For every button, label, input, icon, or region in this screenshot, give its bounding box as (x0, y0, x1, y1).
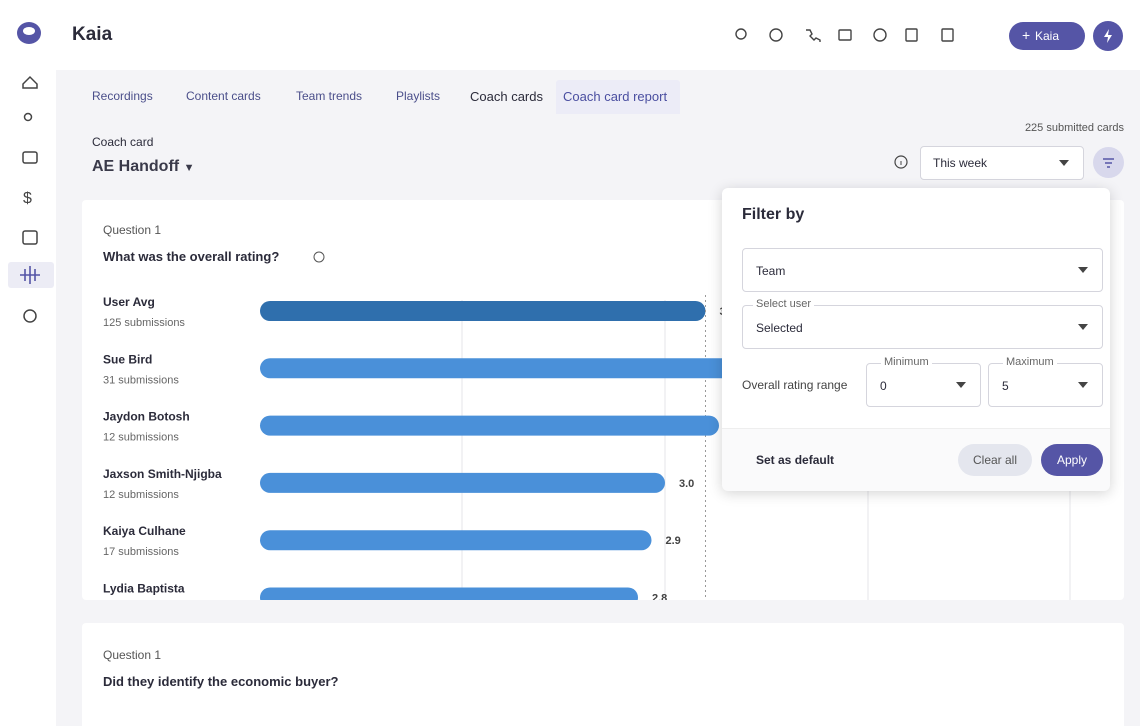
tab[interactable]: Playlists (396, 89, 441, 103)
card-name: AE Handoff (92, 158, 180, 175)
calendar-icon[interactable] (905, 28, 918, 42)
tab[interactable]: Recordings (92, 89, 153, 103)
tab[interactable]: Content cards (186, 89, 261, 103)
apply-button[interactable]: Apply (1041, 444, 1103, 476)
team-select[interactable]: Team (742, 248, 1103, 292)
info-icon[interactable] (313, 251, 325, 263)
period-value: This week (933, 156, 988, 170)
min-value: 0 (880, 379, 887, 393)
question-title: Did they identify the economic buyer? (103, 674, 339, 689)
row-sublabel: 12 submissions (103, 432, 179, 444)
row-label: Jaydon Botosh (103, 410, 190, 424)
row-label: Jaxson Smith-Njigba (103, 467, 222, 481)
home-icon[interactable] (22, 75, 38, 89)
new-button[interactable] (1009, 22, 1085, 50)
dollar-icon[interactable]: $ (23, 190, 32, 207)
row-label: Lydia Baptista (103, 582, 185, 596)
user-select[interactable]: Select user Selected (742, 298, 1103, 349)
plus: + (1022, 27, 1030, 43)
question-label: Question 1 (103, 223, 161, 237)
sidebar-icons: $ (8, 22, 54, 323)
row-label: Sue Bird (103, 352, 152, 366)
card-label: Coach card (92, 135, 154, 149)
row-label: Kaiya Culhane (103, 524, 186, 538)
people-icon[interactable] (23, 112, 33, 122)
row-sublabel: 31 submissions (103, 374, 179, 386)
user-legend: Select user (753, 298, 815, 310)
chart: Question 1 What was the overall rating? … (103, 223, 1071, 601)
bar (260, 415, 719, 436)
question-label: Question 1 (103, 648, 162, 662)
value-label: 2.9 (666, 535, 681, 547)
period-select[interactable]: This week (920, 146, 1084, 180)
search-icon[interactable] (735, 28, 747, 40)
max-legend: Maximum (1003, 356, 1057, 368)
bar (260, 301, 706, 321)
box-icon[interactable] (22, 151, 38, 164)
min-select[interactable]: Minimum 0 (866, 356, 981, 407)
bar (260, 587, 638, 600)
waves-icon (20, 266, 40, 284)
filter-title: Filter by (742, 206, 805, 223)
toolbar: + Kaia (735, 21, 1123, 51)
settings-icon[interactable] (23, 309, 37, 323)
chat-icon[interactable] (873, 28, 887, 42)
app-title: Kaia (72, 24, 113, 45)
max-value: 5 (1002, 379, 1009, 393)
tab[interactable]: Team trends (296, 89, 363, 103)
team-label: Team (756, 264, 786, 278)
info-icon[interactable] (892, 153, 910, 171)
phone-icon[interactable] (806, 29, 821, 42)
filter-button[interactable] (1093, 147, 1124, 178)
submitted-count: 225 submitted cards (1024, 122, 1124, 134)
bolt (1104, 29, 1112, 43)
user-value: Selected (756, 321, 803, 335)
help-icon[interactable] (769, 28, 783, 42)
sidebar: $ (0, 0, 56, 726)
min-legend: Minimum (881, 356, 932, 368)
tab[interactable]: Coach cards (470, 89, 543, 104)
filter-panel: Filter by Team Select user Selected Over… (722, 188, 1110, 491)
row-label: User Avg (103, 295, 155, 309)
row-sublabel: 17 submissions (103, 546, 179, 558)
active-tab-bg (556, 80, 680, 114)
logo-inner (23, 27, 35, 35)
row-sublabel: 12 submissions (103, 489, 179, 501)
mail-icon[interactable] (838, 29, 852, 41)
question-title: What was the overall rating? (103, 249, 279, 264)
bar (260, 358, 733, 379)
question-card: Question 1 Did they identify the economi… (82, 623, 1124, 726)
row-sublabel: 125 submissions (103, 317, 185, 329)
value-label: 3.0 (679, 478, 694, 490)
bar (260, 472, 665, 493)
top-bar: Kaia + Kaia (56, 0, 1140, 70)
value-label: 2.8 (652, 593, 667, 601)
max-select[interactable]: Maximum 5 (988, 356, 1103, 407)
note-icon[interactable] (941, 28, 954, 42)
clear-button[interactable]: Clear all (958, 444, 1032, 476)
new-button-label: Kaia (1035, 29, 1059, 43)
tab-active[interactable]: Coach card report (563, 89, 668, 104)
bar (260, 530, 652, 551)
set-default[interactable]: Set as default (756, 453, 835, 467)
range-label: Overall rating range (742, 378, 848, 392)
calendar-icon[interactable] (22, 230, 38, 245)
card-select[interactable]: AE Handoff ▼ (92, 158, 195, 175)
